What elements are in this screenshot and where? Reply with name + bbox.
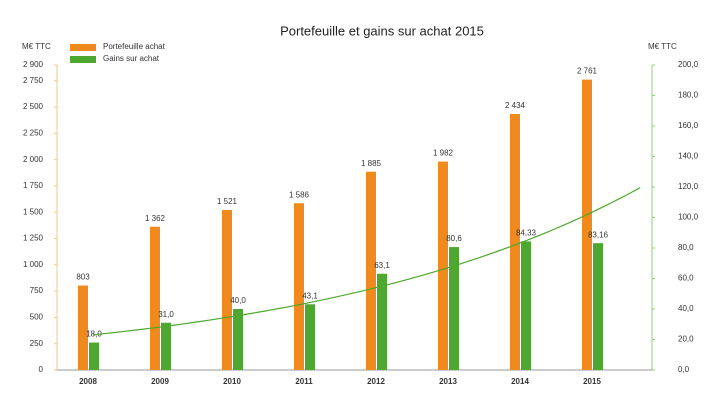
x-tick-label: 2010 xyxy=(223,377,241,386)
bar xyxy=(294,203,304,370)
x-tick-label: 2012 xyxy=(367,377,385,386)
x-tick-label: 2015 xyxy=(583,377,601,386)
y-tick-label: 1 250 xyxy=(23,234,44,243)
y-tick-label: 1 750 xyxy=(23,181,44,190)
y-tick-label: 2 900 xyxy=(23,60,44,69)
value-label: 84,33 xyxy=(516,229,537,238)
y2-tick-label: 120,0 xyxy=(678,182,699,191)
y-tick-label: 0 xyxy=(39,365,44,374)
y-tick-label: 1 500 xyxy=(23,207,44,216)
chart-title: Portefeuille et gains sur achat 2015 xyxy=(280,23,484,38)
bar xyxy=(593,243,603,370)
bar xyxy=(582,79,592,371)
value-label: 40,0 xyxy=(230,296,246,305)
bar xyxy=(222,210,232,370)
value-label: 803 xyxy=(76,273,90,282)
value-label: 31,0 xyxy=(158,310,174,319)
legend-swatch xyxy=(70,56,96,63)
y2-tick-label: 80,0 xyxy=(678,243,694,252)
bar xyxy=(305,304,315,370)
x-tick-label: 2013 xyxy=(439,377,457,386)
value-label: 2 434 xyxy=(505,101,526,110)
value-label: 1 362 xyxy=(145,214,166,223)
x-tick-label: 2009 xyxy=(151,377,169,386)
y2-tick-label: 20,0 xyxy=(678,335,694,344)
bar xyxy=(89,342,99,370)
x-tick-label: 2008 xyxy=(79,377,97,386)
bar xyxy=(438,161,448,370)
y-tick-label: 750 xyxy=(30,286,44,295)
y2-tick-label: 160,0 xyxy=(678,121,699,130)
x-tick-label: 2011 xyxy=(295,377,313,386)
value-label: 83,16 xyxy=(588,230,609,239)
y-tick-label: 2 000 xyxy=(23,155,44,164)
y2-tick-label: 100,0 xyxy=(678,213,699,222)
legend-label: Portefeuille achat xyxy=(103,42,166,51)
y2-tick-label: 180,0 xyxy=(678,91,699,100)
y2-tick-label: 0,0 xyxy=(678,365,690,374)
y2-axis-label: M€ TTC xyxy=(648,42,677,51)
y2-tick-label: 40,0 xyxy=(678,304,694,313)
y-axis-label: M€ TTC xyxy=(22,42,51,51)
legend-label: Gains sur achat xyxy=(103,54,160,63)
value-label: 63,1 xyxy=(374,261,390,270)
y-tick-label: 2 500 xyxy=(23,102,44,111)
x-tick-label: 2014 xyxy=(511,377,529,386)
y-tick-label: 1 000 xyxy=(23,260,44,269)
legend-swatch xyxy=(70,44,96,51)
y2-tick-label: 60,0 xyxy=(678,274,694,283)
y2-tick-label: 140,0 xyxy=(678,152,699,161)
bar xyxy=(449,247,459,370)
bar xyxy=(78,285,88,370)
value-label: 1 586 xyxy=(289,190,310,199)
bar xyxy=(377,273,387,370)
value-label: 43,1 xyxy=(302,291,318,300)
y-tick-label: 500 xyxy=(30,313,44,322)
value-label: 2 761 xyxy=(577,67,598,76)
trendline xyxy=(92,187,641,336)
y-tick-label: 250 xyxy=(30,339,44,348)
value-label: 1 885 xyxy=(361,159,382,168)
bar xyxy=(521,241,531,370)
bar xyxy=(233,309,243,370)
bar xyxy=(366,171,376,370)
bar xyxy=(510,114,520,370)
value-label: 1 982 xyxy=(433,149,454,158)
y-tick-label: 2 750 xyxy=(23,76,44,85)
y-tick-label: 2 250 xyxy=(23,128,44,137)
y2-tick-label: 200,0 xyxy=(678,60,699,69)
value-label: 80,6 xyxy=(446,234,462,243)
value-label: 1 521 xyxy=(217,197,238,206)
bar xyxy=(150,226,160,370)
bar xyxy=(161,322,171,370)
